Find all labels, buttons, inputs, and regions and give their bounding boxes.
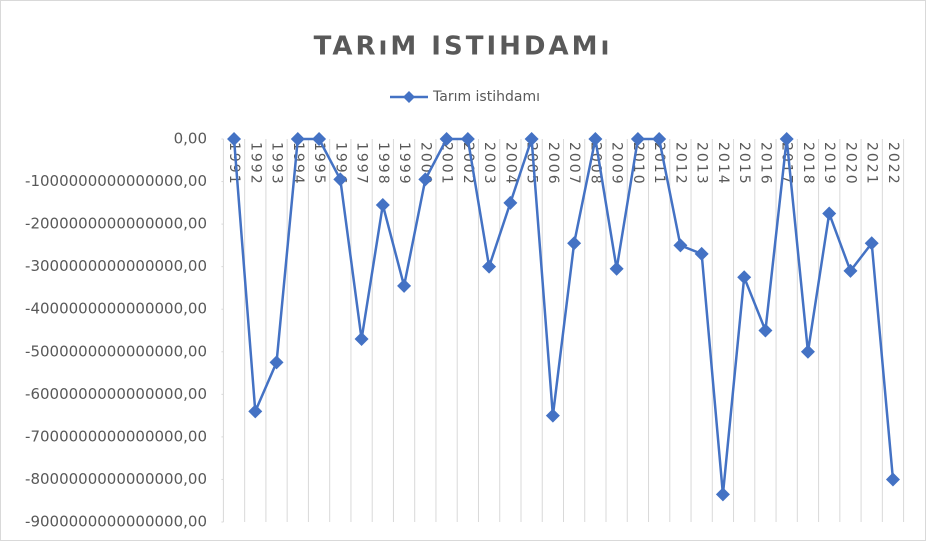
x-tick-label: 2006 xyxy=(545,142,561,186)
x-tick-label: 2019 xyxy=(821,142,837,186)
x-tick-label: 1999 xyxy=(396,142,412,186)
data-point xyxy=(567,236,582,251)
y-tick-label: -4000000000000000,00 xyxy=(25,300,207,318)
x-tick-label: 1998 xyxy=(375,142,391,186)
data-point xyxy=(758,323,773,338)
chart-title: TARıM ISTIHDAMı xyxy=(314,32,613,62)
x-tick-label: 2012 xyxy=(672,142,688,186)
x-tick-label: 2016 xyxy=(757,142,773,186)
y-tick-label: -3000000000000000,00 xyxy=(25,257,207,275)
data-point xyxy=(269,355,284,370)
y-tick-label: -6000000000000000,00 xyxy=(25,385,207,403)
data-point xyxy=(439,132,454,146)
data-point xyxy=(800,344,815,359)
data-point xyxy=(864,236,879,251)
x-tick-label: 2015 xyxy=(736,142,752,186)
y-tick-label: -9000000000000000,00 xyxy=(25,513,207,531)
x-tick-label: 2007 xyxy=(566,142,582,186)
x-tick-label: 2003 xyxy=(481,142,497,186)
data-point xyxy=(482,259,497,274)
data-point xyxy=(227,132,242,146)
x-tick-label: 2020 xyxy=(842,142,858,186)
x-tick-label: 1997 xyxy=(354,142,370,186)
data-point xyxy=(673,238,688,253)
x-tick-label: 1995 xyxy=(311,142,327,186)
x-tick-label: 2001 xyxy=(439,142,455,186)
x-tick-label: 1992 xyxy=(247,142,263,186)
data-point xyxy=(460,132,475,146)
y-tick-label: -7000000000000000,00 xyxy=(25,427,207,445)
x-tick-label: 2009 xyxy=(609,142,625,186)
data-point xyxy=(843,263,858,278)
y-tick-label: 0,00 xyxy=(174,130,207,148)
data-point xyxy=(503,195,518,210)
x-tick-label: 1993 xyxy=(269,142,285,186)
data-point xyxy=(333,172,348,187)
data-point xyxy=(885,472,900,487)
data-point xyxy=(418,172,433,187)
data-point xyxy=(312,132,327,146)
data-point xyxy=(290,132,305,146)
data-point xyxy=(588,132,603,146)
data-point xyxy=(715,487,730,502)
data-point xyxy=(652,132,667,146)
x-tick-label: 2000 xyxy=(417,142,433,186)
y-tick-label: -8000000000000000,00 xyxy=(25,470,207,488)
x-tick-label: 2002 xyxy=(460,142,476,186)
x-tick-label: 2013 xyxy=(694,142,710,186)
x-tick-label: 1996 xyxy=(332,142,348,186)
legend-marker xyxy=(403,91,415,103)
x-tick-label: 2014 xyxy=(715,142,731,186)
data-point xyxy=(779,132,794,146)
x-tick-label: 2021 xyxy=(864,142,880,186)
data-point xyxy=(375,197,390,212)
x-tick-label: 2018 xyxy=(800,142,816,186)
y-tick-label: -1000000000000000,00 xyxy=(25,172,207,190)
data-point xyxy=(630,132,645,146)
data-point xyxy=(609,261,624,276)
x-tick-label: 2022 xyxy=(885,142,901,186)
data-point xyxy=(524,132,539,146)
y-tick-label: -2000000000000000,00 xyxy=(25,215,207,233)
data-point xyxy=(545,408,560,423)
data-point xyxy=(397,278,412,293)
y-tick-label: -5000000000000000,00 xyxy=(25,342,207,360)
series-line xyxy=(232,137,895,495)
x-tick-label: 2004 xyxy=(502,142,518,186)
data-point xyxy=(248,404,263,419)
data-point xyxy=(822,206,837,221)
x-tick-label: 2010 xyxy=(630,142,646,186)
data-point xyxy=(694,246,709,261)
data-point xyxy=(737,270,752,285)
data-point xyxy=(354,332,369,347)
legend-label: Tarım istihdamı xyxy=(432,89,540,105)
